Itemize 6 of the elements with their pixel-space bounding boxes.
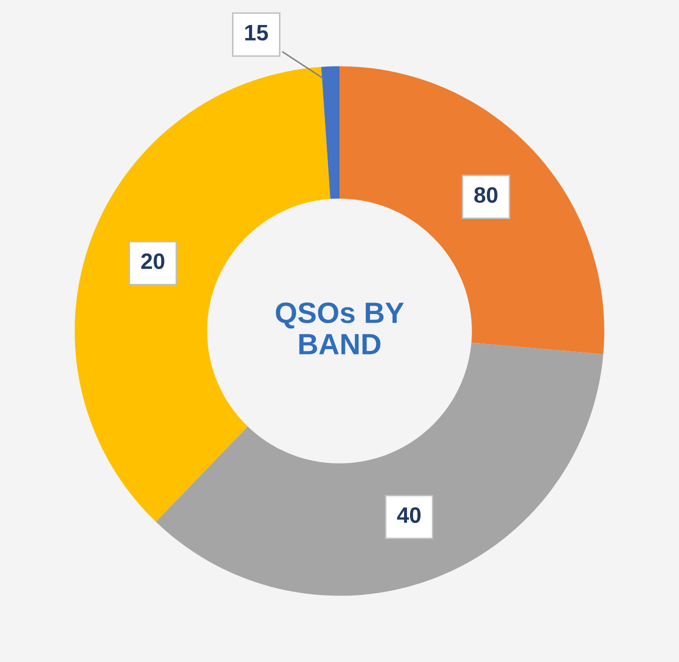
text: QSOs BY BAND	[276, 302, 404, 354]
donut-slice	[321, 66, 340, 199]
slice-label: 40	[397, 507, 421, 523]
slice-label: 20	[141, 253, 164, 270]
slice-label: 15	[245, 25, 268, 41]
slice-label: 80	[474, 187, 498, 203]
